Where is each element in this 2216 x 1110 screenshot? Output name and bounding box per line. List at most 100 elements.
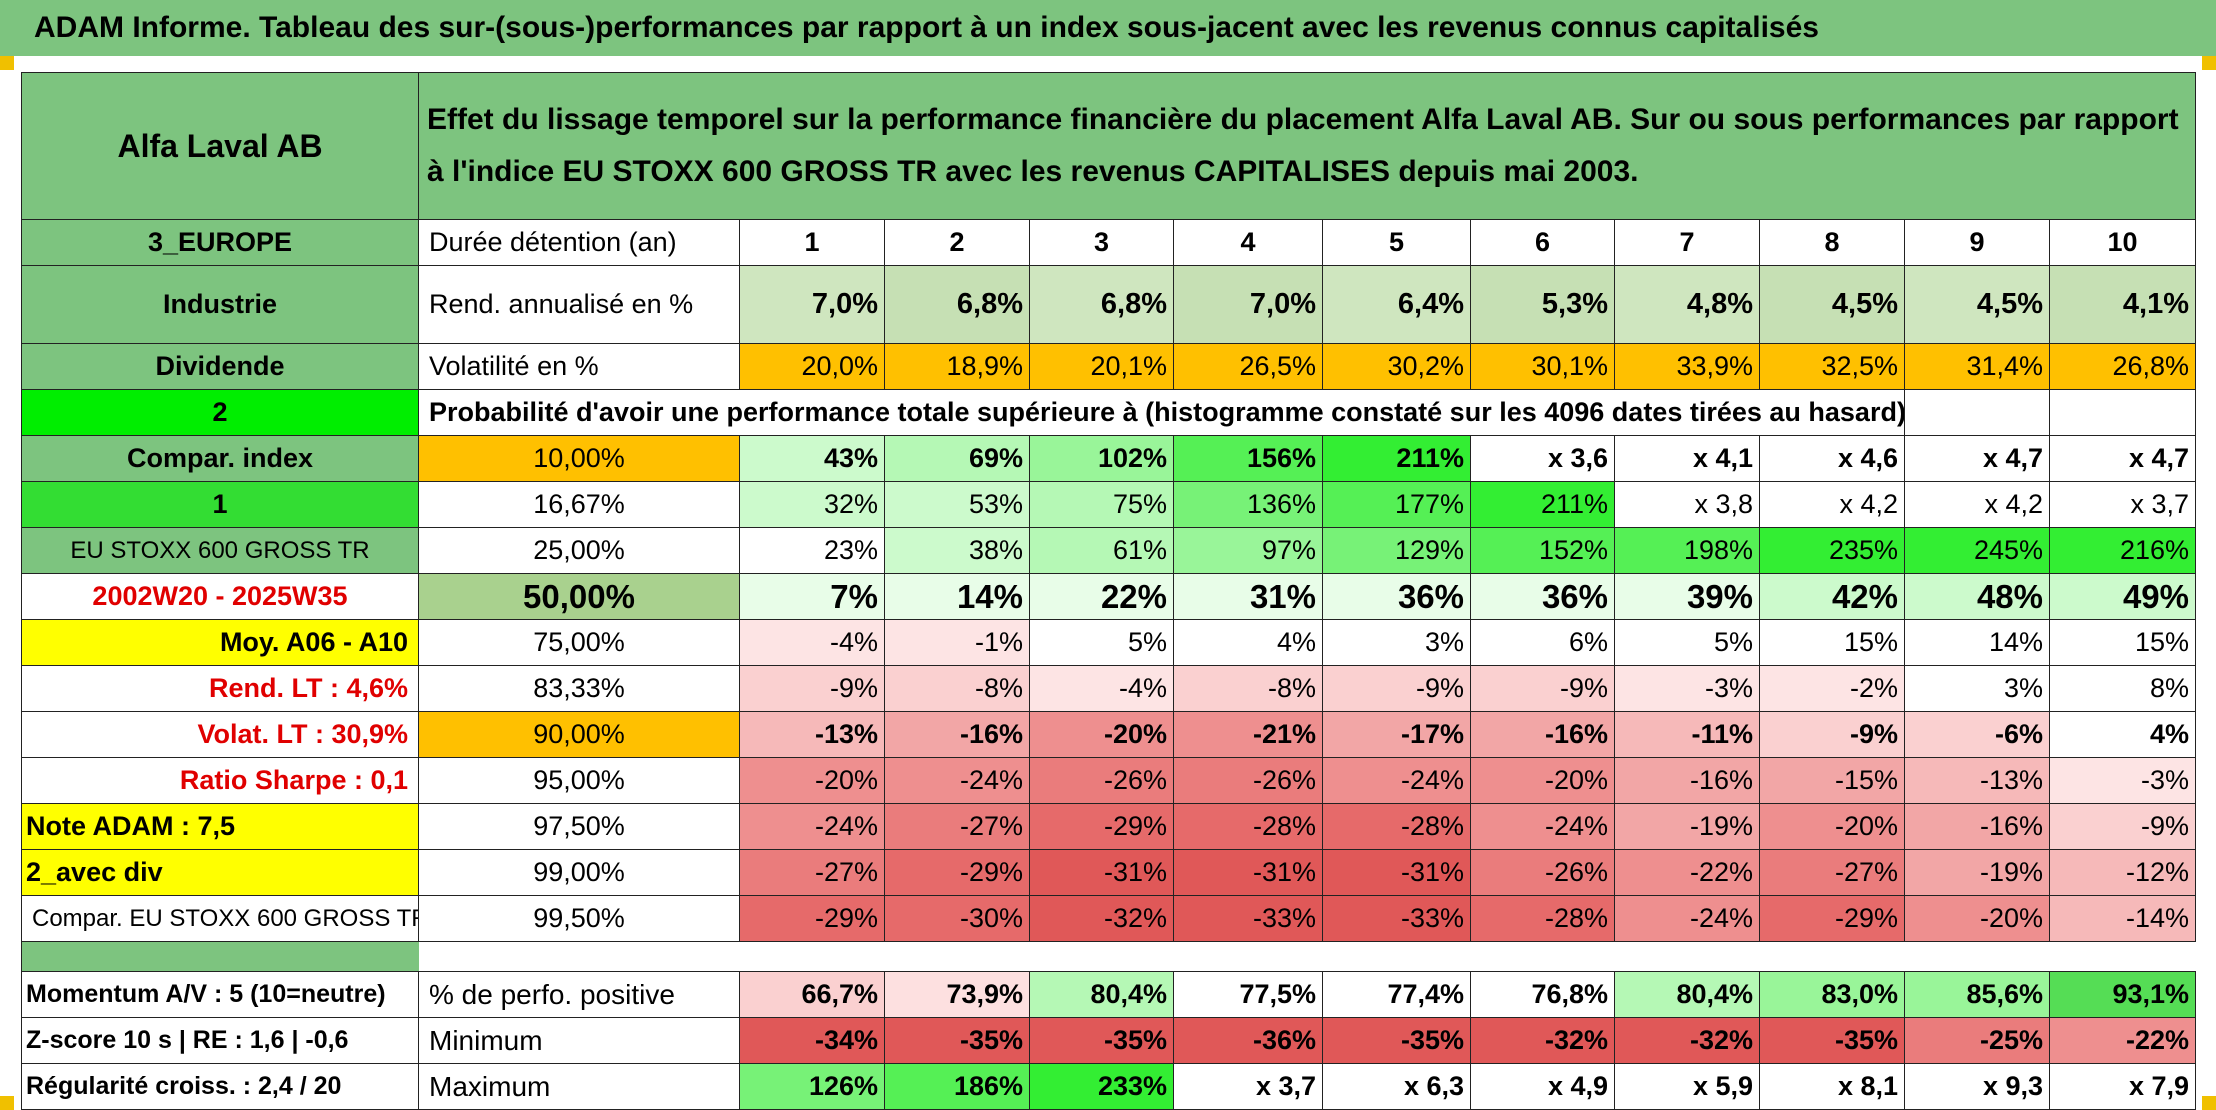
volatilite-cell: 30,1% — [1470, 343, 1615, 390]
performance-cell: x 3,6 — [1470, 435, 1615, 482]
performance-cell: 48% — [1904, 573, 2050, 620]
performance-cell: 136% — [1173, 481, 1323, 528]
corner-marker — [2202, 56, 2216, 70]
performance-cell: 211% — [1470, 481, 1615, 528]
volat-lt-label: Volat. LT : 30,9% — [21, 711, 419, 758]
spacer-green — [21, 941, 419, 972]
stat-cell: -32% — [1470, 1017, 1615, 1064]
performance-cell: 15% — [2048, 619, 2197, 666]
performance-cell: 49% — [2048, 573, 2197, 620]
performance-cell: -15% — [1759, 757, 1905, 804]
performance-cell: x 4,1 — [1614, 435, 1760, 482]
stat-cell: x 5,9 — [1614, 1063, 1760, 1110]
performance-cell: -24% — [1614, 895, 1760, 942]
stat-cell: -34% — [739, 1017, 885, 1064]
stat-cell: -35% — [1029, 1017, 1174, 1064]
stat-cell: x 7,9 — [2048, 1063, 2197, 1110]
stat-cell: -22% — [2048, 1017, 2197, 1064]
table-description: Effet du lissage temporel sur la perform… — [417, 72, 2197, 220]
performance-cell: 31% — [1173, 573, 1323, 620]
stat-cell: -32% — [1614, 1017, 1760, 1064]
performance-cell: -20% — [1029, 711, 1174, 758]
performance-cell: 38% — [884, 527, 1030, 574]
performance-cell: 69% — [884, 435, 1030, 482]
percentile-cell: 95,00% — [418, 757, 740, 804]
corner-marker — [0, 56, 14, 70]
performance-cell: -1% — [884, 619, 1030, 666]
performance-cell: -9% — [1759, 711, 1905, 758]
volatilite-cell: 26,5% — [1173, 343, 1323, 390]
performance-cell: -9% — [739, 665, 885, 712]
performance-cell: -8% — [884, 665, 1030, 712]
stat-cell: 80,4% — [1029, 971, 1174, 1018]
region-label: 3_EUROPE — [21, 219, 419, 266]
performance-cell: -31% — [1029, 849, 1174, 896]
performance-cell: 39% — [1614, 573, 1760, 620]
number-1-cell: 1 — [21, 481, 419, 528]
performance-cell: 7% — [739, 573, 885, 620]
performance-cell: -28% — [1470, 895, 1615, 942]
volatilite-cell: 32,5% — [1759, 343, 1905, 390]
performance-cell: -26% — [1173, 757, 1323, 804]
stat-cell: 66,7% — [739, 971, 885, 1018]
performance-cell: -24% — [739, 803, 885, 850]
performance-cell: x 4,7 — [1904, 435, 2050, 482]
percentile-cell: 16,67% — [418, 481, 740, 528]
performance-cell: -32% — [1029, 895, 1174, 942]
stat-cell: 77,4% — [1322, 971, 1471, 1018]
stat-cell: -35% — [1759, 1017, 1905, 1064]
year-header: 3 — [1029, 219, 1174, 266]
performance-cell: -17% — [1322, 711, 1471, 758]
performance-cell: 3% — [1904, 665, 2050, 712]
performance-cell: x 3,8 — [1614, 481, 1760, 528]
stat-cell: 73,9% — [884, 971, 1030, 1018]
performance-cell: -9% — [2048, 803, 2197, 850]
stat-cell: -35% — [1322, 1017, 1471, 1064]
regularite-label: Régularité croiss. : 2,4 / 20 — [21, 1063, 419, 1110]
performance-cell: 6% — [1470, 619, 1615, 666]
rendement-cell: 4,8% — [1614, 265, 1760, 344]
year-header: 8 — [1759, 219, 1905, 266]
rendement-cell: 6,8% — [1029, 265, 1174, 344]
performance-cell: -27% — [739, 849, 885, 896]
stat-cell: x 6,3 — [1322, 1063, 1471, 1110]
stat-cell: -36% — [1173, 1017, 1323, 1064]
performance-cell: 53% — [884, 481, 1030, 528]
stat-label: Minimum — [418, 1017, 740, 1064]
year-header: 1 — [739, 219, 885, 266]
performance-cell: -28% — [1322, 803, 1471, 850]
performance-cell: -26% — [1470, 849, 1615, 896]
performance-cell: x 4,2 — [1759, 481, 1905, 528]
year-header: 10 — [2048, 219, 2197, 266]
stat-cell: 80,4% — [1614, 971, 1760, 1018]
zscore-label: Z-score 10 s | RE : 1,6 | -0,6 — [21, 1017, 419, 1064]
stat-cell: 126% — [739, 1063, 885, 1110]
report-title: ADAM Informe. Tableau des sur-(sous-)per… — [0, 0, 2216, 56]
rendement-cell: 4,5% — [1904, 265, 2050, 344]
stat-cell: 77,5% — [1173, 971, 1323, 1018]
stat-label: Maximum — [418, 1063, 740, 1110]
volatilite-cell: 30,2% — [1322, 343, 1471, 390]
performance-cell: 15% — [1759, 619, 1905, 666]
stat-cell: -25% — [1904, 1017, 2050, 1064]
rendement-cell: 6,4% — [1322, 265, 1471, 344]
compar-index-label: Compar. index — [21, 435, 419, 482]
performance-cell: -24% — [1322, 757, 1471, 804]
stat-cell: 233% — [1029, 1063, 1174, 1110]
performance-cell: 61% — [1029, 527, 1174, 574]
rendement-cell: 7,0% — [1173, 265, 1323, 344]
percentile-cell: 75,00% — [418, 619, 740, 666]
performance-cell: 102% — [1029, 435, 1174, 482]
performance-cell: -27% — [884, 803, 1030, 850]
performance-cell: -4% — [1029, 665, 1174, 712]
performance-cell: -20% — [1470, 757, 1615, 804]
stat-cell: x 8,1 — [1759, 1063, 1905, 1110]
index-name-label: EU STOXX 600 GROSS TR — [21, 527, 419, 574]
performance-cell: -29% — [884, 849, 1030, 896]
performance-cell: 36% — [1470, 573, 1615, 620]
stat-label: % de perfo. positive — [418, 971, 740, 1018]
performance-cell: 156% — [1173, 435, 1323, 482]
stat-cell: 76,8% — [1470, 971, 1615, 1018]
performance-cell: -24% — [884, 757, 1030, 804]
performance-cell: 14% — [1904, 619, 2050, 666]
